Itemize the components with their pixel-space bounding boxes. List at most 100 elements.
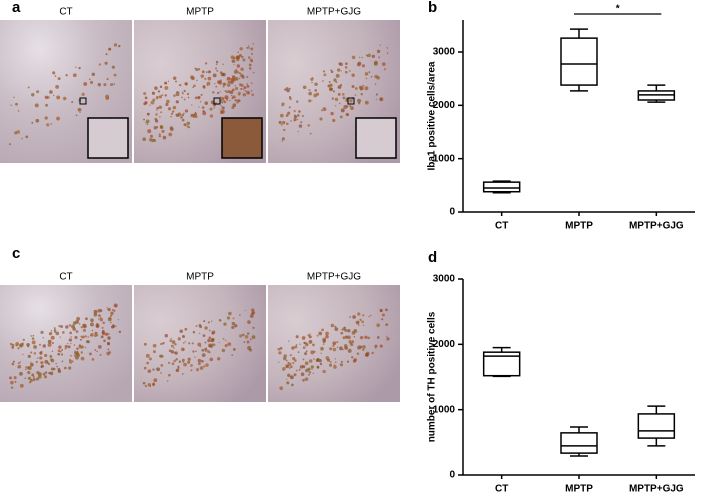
stain-dot — [10, 380, 14, 385]
stain-dot — [51, 350, 54, 352]
stain-dot — [220, 105, 222, 107]
stain-dot — [177, 365, 180, 368]
stain-dot — [99, 316, 102, 319]
stain-dot — [170, 112, 174, 115]
stain-dot — [153, 350, 156, 354]
stain-dot — [161, 94, 164, 97]
stain-dot — [309, 132, 312, 135]
stain-dot — [340, 331, 344, 335]
stain-dot — [149, 104, 151, 106]
stain-dot — [31, 121, 34, 124]
stain-dot — [103, 83, 107, 87]
stain-dot — [158, 133, 161, 136]
stain-dot — [386, 337, 390, 341]
stain-dot — [146, 123, 149, 126]
stain-dot — [375, 98, 377, 100]
stain-dot — [179, 329, 183, 333]
stain-dot — [332, 90, 336, 93]
stain-dot — [247, 332, 250, 335]
stain-dot — [379, 344, 383, 348]
stain-dot — [42, 372, 45, 375]
stain-dot — [239, 54, 242, 57]
stain-dot — [181, 373, 184, 375]
stain-dot — [361, 56, 364, 59]
stain-dot — [243, 341, 246, 343]
stain-dot — [25, 366, 27, 368]
stain-dot — [143, 366, 147, 370]
stain-dot — [107, 336, 111, 340]
stain-dot — [173, 351, 176, 354]
stain-dot — [344, 328, 348, 332]
stain-dot — [352, 315, 356, 319]
stain-dot — [242, 88, 245, 91]
stain-dot — [143, 342, 147, 346]
stain-dot — [57, 367, 61, 371]
stain-dot — [231, 94, 233, 97]
stain-dot — [299, 343, 301, 345]
stain-dot — [204, 326, 208, 330]
stain-dot — [167, 107, 172, 111]
stain-dot — [149, 134, 154, 138]
stain-dot — [71, 101, 74, 104]
box — [482, 181, 521, 193]
stain-dot — [24, 368, 27, 371]
stain-dot — [232, 317, 235, 320]
stain-dot — [334, 105, 337, 107]
stain-dot — [97, 318, 100, 320]
stain-dot — [91, 358, 95, 361]
stain-dot — [45, 103, 49, 107]
stain-dot — [100, 335, 104, 339]
stain-dot — [308, 99, 312, 103]
stain-dot — [77, 107, 82, 112]
stain-dot — [103, 339, 106, 343]
stain-dot — [110, 321, 112, 324]
stain-dot — [199, 325, 203, 329]
stain-dot — [94, 334, 97, 338]
stain-dot — [222, 338, 225, 340]
stain-dot — [323, 73, 327, 77]
stain-dot — [342, 96, 346, 100]
stain-dot — [186, 121, 190, 126]
stain-dot — [196, 79, 198, 82]
stain-dot — [152, 382, 156, 386]
stain-dot — [90, 322, 94, 327]
stain-dot — [14, 380, 17, 383]
stain-dot — [357, 324, 360, 326]
stain-dot — [57, 349, 61, 353]
stain-dot — [252, 326, 255, 329]
stain-dot — [251, 335, 256, 339]
stain-dot — [241, 55, 244, 59]
stain-dot — [27, 365, 32, 370]
stain-dot — [300, 372, 305, 377]
stain-dot — [13, 96, 15, 99]
stain-dot — [79, 344, 81, 347]
stain-dot — [336, 341, 339, 344]
stain-dot — [357, 345, 361, 350]
stain-dot — [248, 56, 251, 59]
stain-dot — [295, 369, 298, 372]
stain-dot — [328, 80, 331, 83]
stain-dot — [199, 345, 202, 348]
stain-dot — [81, 92, 85, 97]
stain-dot — [168, 373, 171, 377]
stain-dot — [64, 366, 67, 370]
stain-dot — [337, 87, 339, 89]
stain-dot — [212, 91, 215, 94]
stain-dot — [144, 96, 148, 100]
stain-dot — [379, 98, 382, 101]
stain-dot — [301, 114, 304, 117]
stain-dot — [75, 114, 78, 117]
stain-dot — [208, 336, 212, 339]
stain-dot — [159, 125, 164, 129]
stain-dot — [281, 102, 285, 106]
stain-dot — [204, 101, 209, 105]
stain-dot — [11, 346, 15, 349]
stain-dot — [375, 93, 379, 96]
stain-dot — [241, 333, 245, 337]
stain-dot — [83, 82, 88, 86]
stain-dot — [147, 129, 152, 134]
stain-dot — [26, 342, 30, 347]
stain-dot — [67, 342, 69, 345]
stain-dot — [333, 365, 337, 369]
stain-dot — [198, 332, 201, 335]
